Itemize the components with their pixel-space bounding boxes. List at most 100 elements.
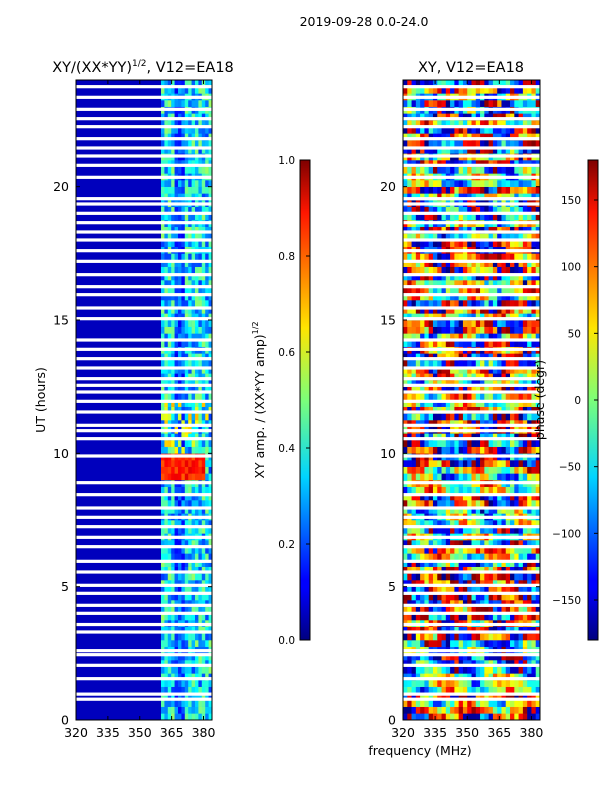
amplitude-cell [208, 653, 212, 661]
phase-cell [522, 506, 528, 514]
phase-cell [450, 420, 455, 427]
phase-cell [407, 500, 412, 507]
phase-cell [420, 206, 425, 214]
phase-cell [424, 100, 429, 107]
phase-cell [458, 493, 464, 501]
phase-cell [488, 273, 494, 281]
phase-cell [424, 253, 429, 261]
phase-cell [471, 273, 477, 281]
amplitude-cell [164, 273, 169, 281]
amplitude-cell [167, 580, 172, 587]
phase-cell [467, 326, 472, 334]
phase-cell [505, 693, 511, 701]
phase-cell [522, 280, 528, 287]
phase-cell [462, 233, 468, 241]
phase-cell [415, 606, 421, 614]
phase-cell [492, 226, 498, 234]
amplitude-cell [181, 460, 186, 467]
amplitude-cell [181, 566, 186, 574]
phase-cell [450, 706, 455, 714]
phase-cell [501, 326, 507, 334]
amplitude-cell [181, 660, 186, 667]
phase-cell [501, 253, 507, 261]
phase-cell [527, 606, 532, 614]
phase-cell [420, 160, 425, 167]
phase-cell [403, 126, 408, 134]
phase-cell [403, 433, 408, 441]
phase-cell [501, 280, 507, 287]
phase-cell [471, 140, 477, 147]
phase-cell [441, 413, 447, 421]
phase-cell [527, 280, 532, 287]
phase-cell [432, 406, 438, 414]
amplitude-colorbar-ticks: 0.00.20.40.60.81.0 [278, 155, 310, 647]
phase-cell [462, 553, 468, 561]
phase-cell [518, 653, 524, 661]
phase-cell [411, 700, 417, 707]
phase-cell [471, 486, 477, 494]
amplitude-cell [178, 280, 182, 287]
phase-cell [420, 126, 425, 134]
phase-cell [428, 300, 434, 307]
phase-cell [403, 406, 408, 414]
phase-cell [488, 186, 494, 194]
phase-cell [462, 506, 468, 514]
phase-cell [407, 593, 412, 601]
amplitude-cell [171, 406, 175, 414]
phase-cell [428, 640, 434, 647]
amplitude-cell [174, 320, 179, 327]
phase-cell [458, 520, 464, 527]
phase-cell [527, 266, 532, 274]
amplitude-cell [198, 546, 203, 554]
data-gap [76, 163, 212, 167]
phase-cell [488, 366, 494, 374]
amplitude-cell [167, 440, 172, 447]
phase-cell [501, 573, 507, 581]
amplitude-cell [208, 213, 212, 221]
phase-cell [445, 326, 451, 334]
data-gap [76, 481, 212, 485]
phase-cell [492, 446, 498, 454]
phase-cell [501, 413, 507, 421]
phase-cell [441, 126, 447, 134]
phase-cell [424, 120, 429, 127]
amplitude-cell [195, 466, 199, 474]
amplitude-cell [167, 660, 172, 667]
amplitude-cell [201, 206, 206, 214]
phase-cell [454, 313, 459, 321]
amplitude-cell [198, 400, 203, 407]
phase-cell [527, 613, 532, 621]
phase-cell [488, 140, 494, 147]
phase-cell [467, 600, 472, 607]
phase-cell [471, 80, 477, 87]
phase-cell [467, 233, 472, 241]
phase-cell [415, 120, 421, 127]
phase-cell [518, 673, 524, 681]
amplitude-cell [188, 80, 192, 87]
phase-cell [497, 460, 502, 467]
phase-cell [445, 540, 451, 547]
phase-cell [420, 293, 425, 301]
amplitude-cell [167, 673, 172, 681]
phase-cell [445, 260, 451, 267]
phase-cell [535, 420, 540, 427]
phase-cell [445, 466, 451, 474]
phase-cell [514, 433, 519, 441]
phase-cell [501, 80, 507, 87]
amplitude-cell [171, 413, 175, 421]
phase-cell [501, 486, 507, 494]
phase-cell [475, 86, 481, 94]
phase-cell [527, 706, 532, 714]
phase-cell [428, 433, 434, 441]
amplitude-cell [191, 593, 196, 601]
phase-cell [432, 446, 438, 454]
amplitude-cell [174, 386, 179, 394]
amplitude-y-label: UT (hours) [33, 367, 48, 433]
phase-cell [510, 126, 515, 134]
phase-cell [501, 373, 507, 381]
amplitude-cell [171, 193, 175, 201]
phase-cell [454, 360, 459, 367]
amplitude-cell [164, 166, 169, 174]
amplitude-cell [164, 413, 169, 421]
phase-cell [492, 713, 498, 720]
